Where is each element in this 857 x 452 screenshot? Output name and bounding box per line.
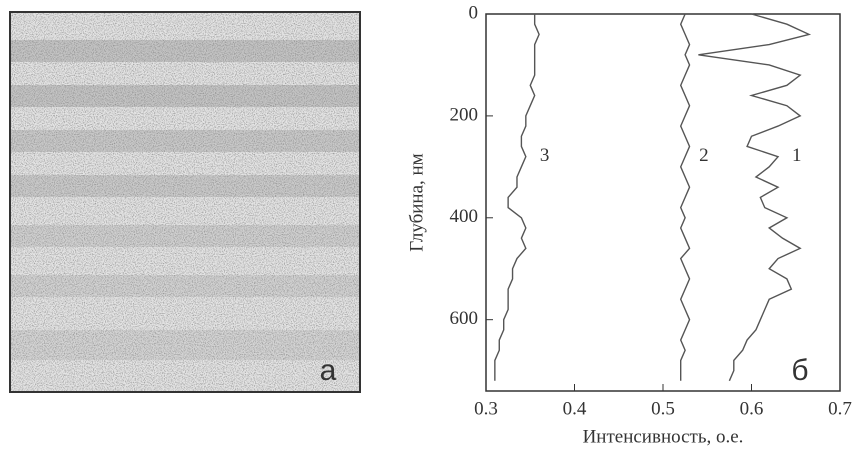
y-tick-label: 200	[450, 104, 479, 125]
y-axis-title: Глубина, нм	[406, 153, 427, 251]
x-axis-title: Интенсивность, о.е.	[583, 426, 744, 447]
line	[698, 13, 812, 382]
panel-label: а	[320, 354, 337, 387]
line	[494, 14, 540, 381]
y-tick-label: 0	[469, 2, 479, 23]
y-tick-label: 600	[450, 308, 479, 329]
series-label: 2	[699, 145, 709, 166]
y-tick-label: 400	[450, 206, 479, 227]
series-label: 3	[540, 145, 550, 166]
x-tick-label: 0.4	[563, 398, 587, 419]
micrograph	[10, 12, 360, 392]
panel-label: б	[791, 354, 808, 387]
x-tick-label: 0.3	[474, 398, 498, 419]
x-tick-label: 0.7	[828, 398, 852, 419]
series-label: 1	[792, 145, 802, 166]
x-tick-label: 0.6	[740, 398, 764, 419]
image-frame	[9, 11, 361, 393]
line	[679, 13, 691, 381]
x-tick-label: 0.5	[651, 398, 675, 419]
